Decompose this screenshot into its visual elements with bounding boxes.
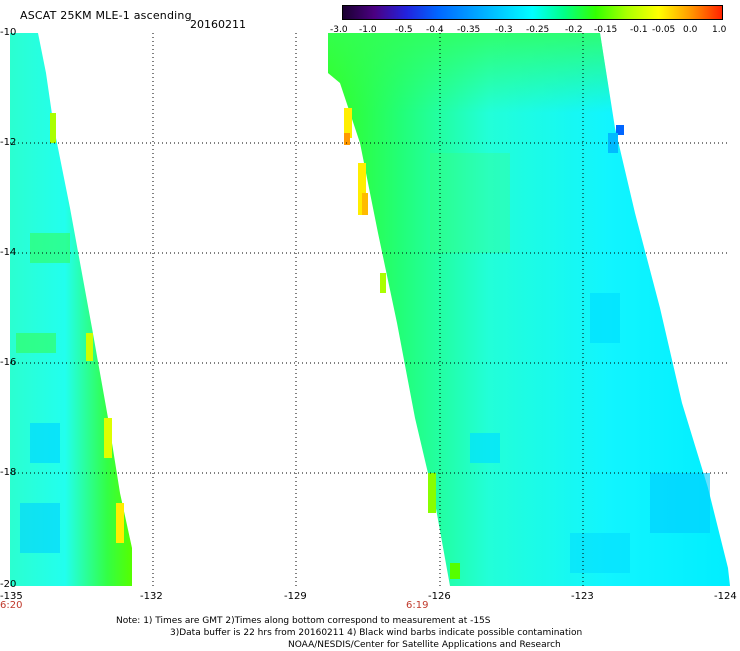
color-scale-label: -3.0 (330, 25, 348, 35)
lon-label: -135 (0, 591, 23, 602)
color-scale-label: -0.2 (565, 25, 583, 35)
time-label: 6:20 (0, 600, 23, 611)
lat-label: -12 (0, 137, 17, 148)
color-scale-label: 0.0 (683, 25, 698, 35)
lon-label: -129 (284, 591, 307, 602)
lat-label: -14 (0, 247, 17, 258)
map-title: ASCAT 25KM MLE-1 ascending (20, 9, 192, 22)
color-scale-label: -0.5 (395, 25, 413, 35)
lat-label: -18 (0, 467, 17, 478)
color-scale-label: -0.3 (495, 25, 513, 35)
note-line: Note: 1) Times are GMT 2)Times along bot… (116, 616, 491, 626)
grid-lines (10, 33, 730, 586)
lon-label: -124 (714, 591, 737, 602)
color-scale-label: -0.1 (630, 25, 648, 35)
map-date: 20160211 (190, 18, 246, 31)
lat-label: -16 (0, 357, 17, 368)
lon-label: -132 (140, 591, 163, 602)
color-scale-label: -0.05 (652, 25, 676, 35)
color-scale-label: -0.4 (426, 25, 444, 35)
time-label: 6:19 (406, 600, 429, 611)
map-area (10, 33, 730, 586)
east-swath-top-tint (328, 33, 635, 233)
lat-label: -10 (0, 27, 17, 38)
lat-label: -20 (0, 579, 17, 590)
color-scale-label: -1.0 (359, 25, 377, 35)
lon-label: -123 (571, 591, 594, 602)
west-swath-patches (16, 113, 124, 553)
color-scale-labels: -3.0 -1.0 -0.5 -0.4 -0.35 -0.3 -0.25 -0.… (330, 25, 740, 37)
color-scale-label: -0.25 (526, 25, 550, 35)
map-svg (10, 33, 730, 586)
color-scale-label: -0.15 (594, 25, 618, 35)
note-line: NOAA/NESDIS/Center for Satellite Applica… (288, 640, 561, 650)
east-swath-patches (344, 108, 710, 579)
color-scale-bar (342, 5, 723, 20)
lon-label: -126 (428, 591, 451, 602)
note-line: 3)Data buffer is 22 hrs from 20160211 4)… (170, 628, 583, 638)
color-scale-label: 1.0 (712, 25, 727, 35)
color-scale-label: -0.35 (457, 25, 481, 35)
